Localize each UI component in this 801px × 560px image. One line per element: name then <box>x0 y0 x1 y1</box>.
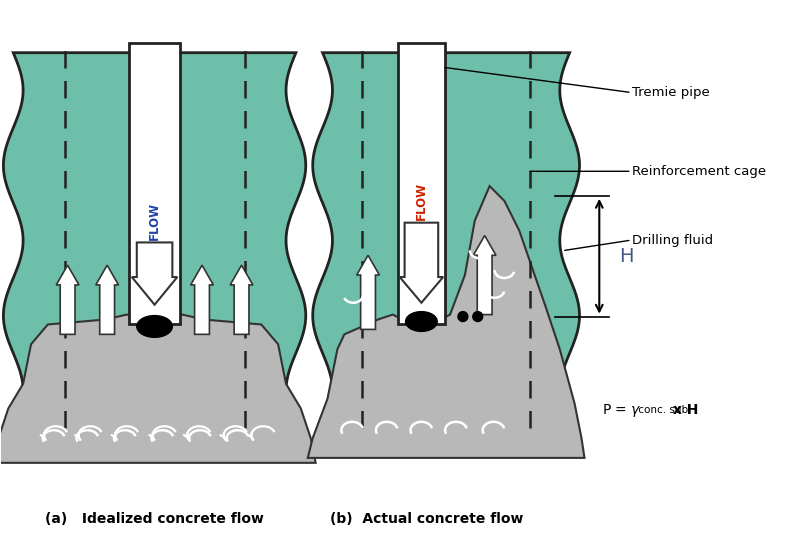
Text: (b)  Actual concrete flow: (b) Actual concrete flow <box>330 512 523 526</box>
Text: P = $\gamma$: P = $\gamma$ <box>602 402 642 419</box>
Text: conc. sub: conc. sub <box>635 405 688 416</box>
FancyArrow shape <box>191 265 213 334</box>
Text: Reinforcement cage: Reinforcement cage <box>632 165 766 178</box>
Polygon shape <box>0 315 316 463</box>
FancyArrow shape <box>473 236 496 315</box>
Text: FLOW: FLOW <box>148 202 161 240</box>
Circle shape <box>473 311 483 321</box>
FancyArrow shape <box>400 223 443 303</box>
FancyArrow shape <box>230 265 253 334</box>
FancyArrow shape <box>96 265 119 334</box>
Polygon shape <box>312 53 579 428</box>
Text: Drilling fluid: Drilling fluid <box>632 234 713 247</box>
Text: FLOW: FLOW <box>415 182 428 220</box>
Ellipse shape <box>405 311 437 332</box>
Circle shape <box>458 311 468 321</box>
Text: Tremie pipe: Tremie pipe <box>632 86 710 99</box>
Polygon shape <box>308 186 585 458</box>
Ellipse shape <box>137 316 172 337</box>
FancyArrow shape <box>132 242 177 305</box>
Bar <box>129 43 180 324</box>
FancyArrow shape <box>356 255 380 329</box>
Text: H: H <box>619 247 634 266</box>
FancyArrow shape <box>56 265 79 334</box>
Text: (a)   Idealized concrete flow: (a) Idealized concrete flow <box>45 512 264 526</box>
Text: x H: x H <box>669 403 698 417</box>
Bar <box>397 43 445 324</box>
Polygon shape <box>3 53 306 428</box>
